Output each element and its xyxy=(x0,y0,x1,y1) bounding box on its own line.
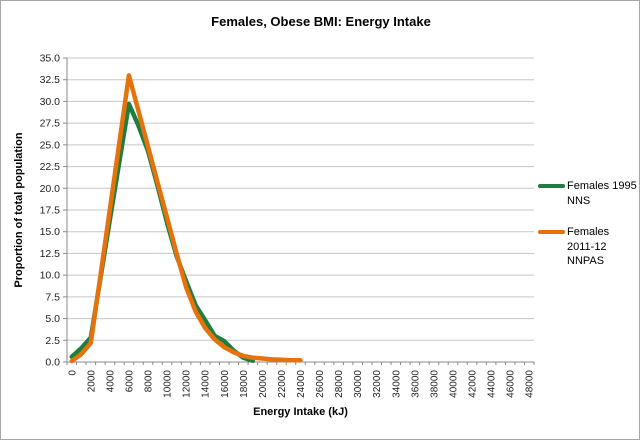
svg-text:5.0: 5.0 xyxy=(45,313,60,325)
legend-item-females-1995-nns: Females 1995 NNS xyxy=(538,179,638,209)
svg-text:12000: 12000 xyxy=(182,370,193,398)
svg-text:27.5: 27.5 xyxy=(40,118,61,130)
svg-text:32000: 32000 xyxy=(372,370,383,398)
svg-text:12.5: 12.5 xyxy=(40,248,61,260)
y-axis-title: Proportion of total population xyxy=(13,132,25,288)
svg-text:38000: 38000 xyxy=(429,370,440,398)
svg-text:10.0: 10.0 xyxy=(40,270,61,282)
legend-item-females-2011-12-nnpas: Females 2011-12 NNPAS xyxy=(538,225,638,270)
svg-text:2000: 2000 xyxy=(86,370,97,393)
svg-text:24000: 24000 xyxy=(296,370,307,398)
svg-text:36000: 36000 xyxy=(410,370,421,398)
svg-text:32.5: 32.5 xyxy=(40,74,61,86)
svg-text:46000: 46000 xyxy=(506,370,517,398)
svg-text:48000: 48000 xyxy=(525,370,536,398)
svg-text:30.0: 30.0 xyxy=(40,96,61,108)
svg-text:30000: 30000 xyxy=(353,370,364,398)
svg-text:6000: 6000 xyxy=(124,370,135,393)
svg-text:22000: 22000 xyxy=(277,370,288,398)
series-line-icon xyxy=(538,184,565,188)
svg-text:20000: 20000 xyxy=(258,370,269,398)
svg-text:22.5: 22.5 xyxy=(40,161,61,173)
legend: Females 1995 NNS Females 2011-12 NNPAS xyxy=(538,179,638,269)
svg-text:26000: 26000 xyxy=(315,370,326,398)
svg-text:42000: 42000 xyxy=(468,370,479,398)
svg-text:7.5: 7.5 xyxy=(45,291,60,303)
svg-text:16000: 16000 xyxy=(220,370,231,398)
svg-text:25.0: 25.0 xyxy=(40,139,61,151)
svg-text:35.0: 35.0 xyxy=(40,53,61,65)
svg-text:0.0: 0.0 xyxy=(45,357,60,369)
svg-text:28000: 28000 xyxy=(334,370,345,398)
svg-text:34000: 34000 xyxy=(391,370,402,398)
chart-title: Females, Obese BMI: Energy Intake xyxy=(211,14,431,29)
svg-text:20.0: 20.0 xyxy=(40,183,61,195)
legend-label: Females 2011-12 NNPAS xyxy=(567,225,610,268)
svg-text:18000: 18000 xyxy=(239,370,250,398)
svg-text:0: 0 xyxy=(67,370,78,376)
x-axis-title: Energy Intake (kJ) xyxy=(253,406,348,418)
svg-text:4000: 4000 xyxy=(105,370,116,393)
svg-text:8000: 8000 xyxy=(144,370,155,393)
svg-text:10000: 10000 xyxy=(163,370,174,398)
svg-text:17.5: 17.5 xyxy=(40,205,61,217)
svg-text:14000: 14000 xyxy=(201,370,212,398)
svg-text:40000: 40000 xyxy=(448,370,459,398)
series-line-icon xyxy=(538,229,565,234)
legend-label: Females 1995 NNS xyxy=(567,180,637,207)
svg-text:15.0: 15.0 xyxy=(40,226,61,238)
svg-text:44000: 44000 xyxy=(487,370,498,398)
svg-text:2.5: 2.5 xyxy=(45,335,60,347)
